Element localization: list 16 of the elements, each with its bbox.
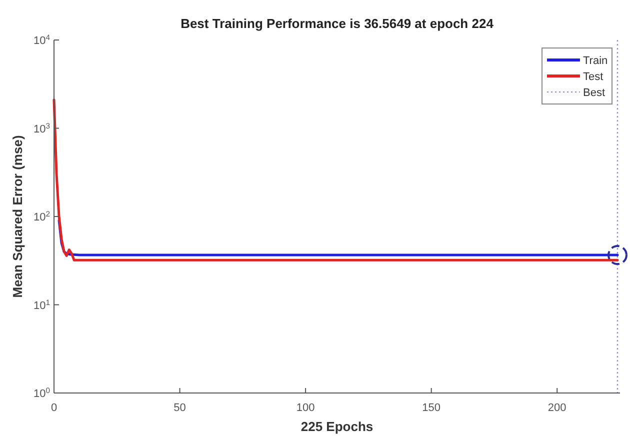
legend-label: Test — [583, 71, 604, 83]
x-tick-label: 0 — [50, 402, 58, 414]
y-tick-label: 10$^{2}$ — [33, 209, 50, 224]
x-axis-title: 225 Epochs — [300, 419, 374, 434]
x-tick-label: 200 — [548, 402, 566, 414]
y-axis-title: Mean Squared Error (mse) — [10, 135, 25, 298]
x-tick-label: 100 — [296, 402, 315, 414]
legend-label: Train — [583, 55, 608, 67]
x-tick-label: 150 — [422, 402, 441, 414]
y-tick-label: 10$^{4}$ — [33, 32, 51, 47]
chart-title: Best Training Performance is 36.5649 at epoch 224 — [180, 16, 494, 31]
y-tick-label: 10$^{1}$ — [33, 297, 50, 312]
x-tick-label: 50 — [174, 402, 186, 414]
y-tick-label: 10$^{3}$ — [33, 120, 50, 136]
ref-line-label: Best — [583, 87, 606, 99]
y-tick-label: 10$^{0}$ — [33, 386, 50, 400]
